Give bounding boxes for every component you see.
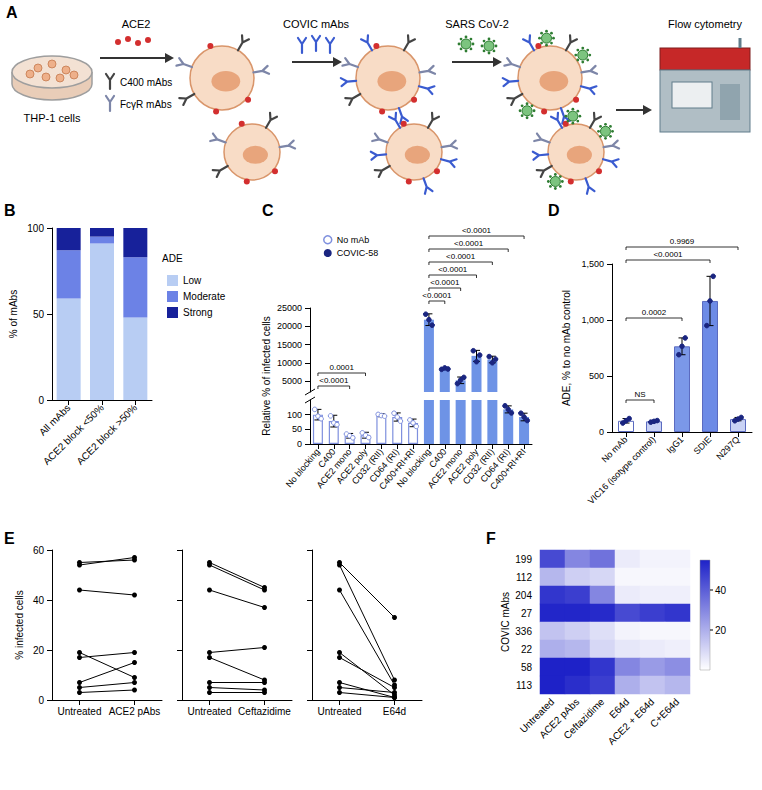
svg-text:Untreated: Untreated <box>58 706 102 717</box>
svg-text:C400: C400 <box>316 446 338 470</box>
svg-text:VIC16 (isotype control): VIC16 (isotype control) <box>586 434 658 506</box>
svg-text:C400+RI+RI: C400+RI+RI <box>488 447 528 492</box>
svg-text:1,000: 1,000 <box>581 315 604 325</box>
svg-text:25000: 25000 <box>277 303 302 313</box>
svg-text:C400: C400 <box>427 446 449 470</box>
svg-text:C+E64d: C+E64d <box>648 696 681 729</box>
svg-text:% infected cells: % infected cells <box>14 590 25 659</box>
svg-text:Untreated: Untreated <box>188 706 232 717</box>
svg-text:COVIC mAbs: COVIC mAbs <box>283 18 350 30</box>
svg-text:CD64 (RI): CD64 (RI) <box>478 446 512 485</box>
svg-text:<0.0001: <0.0001 <box>319 376 349 385</box>
svg-text:27: 27 <box>521 608 533 619</box>
svg-text:50: 50 <box>33 309 45 320</box>
svg-text:Flow cytometry: Flow cytometry <box>668 18 742 30</box>
svg-text:22: 22 <box>521 644 533 655</box>
svg-text:No blocking: No blocking <box>283 446 322 490</box>
svg-text:NS: NS <box>634 390 645 399</box>
svg-text:58: 58 <box>521 662 533 673</box>
svg-text:No mAb: No mAb <box>599 434 630 465</box>
svg-text:5000: 5000 <box>282 376 302 386</box>
svg-text:ACE2 + E64d: ACE2 + E64d <box>605 696 657 747</box>
svg-text:60: 60 <box>33 545 45 556</box>
svg-text:ADE: ADE <box>162 253 183 264</box>
svg-text:SDIE: SDIE <box>692 434 714 456</box>
svg-text:CD32 (RII): CD32 (RII) <box>349 446 386 487</box>
svg-text:20: 20 <box>33 645 45 656</box>
svg-text:50: 50 <box>292 424 302 434</box>
svg-text:Relative % of infected cells: Relative % of infected cells <box>261 316 272 436</box>
svg-text:0.0002: 0.0002 <box>642 308 667 317</box>
svg-text:A: A <box>6 4 18 21</box>
svg-text:0.0001: 0.0001 <box>329 363 354 372</box>
svg-text:40: 40 <box>715 585 727 596</box>
svg-text:ACE2: ACE2 <box>122 18 151 30</box>
svg-text:ACE2 poly: ACE2 poly <box>445 446 481 486</box>
svg-text:Untreated: Untreated <box>318 706 362 717</box>
svg-text:C: C <box>262 202 274 219</box>
svg-text:0.9969: 0.9969 <box>670 237 695 246</box>
svg-text:B: B <box>4 202 16 219</box>
svg-text:336: 336 <box>515 626 532 637</box>
svg-text:<0.0001: <0.0001 <box>422 291 452 300</box>
svg-text:E64d: E64d <box>383 706 406 717</box>
svg-text:100: 100 <box>287 410 302 420</box>
svg-text:ADE, % to no mAb control: ADE, % to no mAb control <box>561 290 572 406</box>
svg-text:40: 40 <box>33 595 45 606</box>
svg-text:10000: 10000 <box>277 358 302 368</box>
svg-text:0: 0 <box>599 427 604 437</box>
svg-text:F: F <box>486 530 496 547</box>
svg-text:<0.0001: <0.0001 <box>462 226 492 235</box>
svg-text:FcγR mAbs: FcγR mAbs <box>120 99 172 110</box>
svg-text:ACE2 mono: ACE2 mono <box>314 446 354 491</box>
svg-text:500: 500 <box>589 371 604 381</box>
svg-text:D: D <box>548 202 560 219</box>
svg-text:<0.0001: <0.0001 <box>446 252 476 261</box>
svg-text:100: 100 <box>27 223 44 234</box>
svg-text:ACE2 mono: ACE2 mono <box>425 446 465 491</box>
svg-text:ACE2 pAbs: ACE2 pAbs <box>537 696 582 741</box>
svg-text:E64d: E64d <box>607 696 632 721</box>
svg-text:E: E <box>4 530 15 547</box>
svg-text:COVIC-58: COVIC-58 <box>337 248 379 258</box>
svg-text:CD32 (RII): CD32 (RII) <box>460 446 497 487</box>
svg-text:0: 0 <box>38 395 44 406</box>
svg-text:C400 mAbs: C400 mAbs <box>120 77 172 88</box>
svg-text:Untreated: Untreated <box>517 696 557 735</box>
svg-text:No blocking: No blocking <box>394 446 433 490</box>
svg-text:ACE2 block >50%: ACE2 block >50% <box>74 402 139 467</box>
svg-text:N297Q: N297Q <box>714 434 741 461</box>
svg-text:ACE2 poly: ACE2 poly <box>334 446 370 486</box>
svg-text:20000: 20000 <box>277 321 302 331</box>
svg-text:COVIC mAbs: COVIC mAbs <box>500 592 511 652</box>
svg-text:<0.0001: <0.0001 <box>653 250 683 259</box>
svg-text:112: 112 <box>516 572 532 583</box>
svg-text:199: 199 <box>515 554 532 565</box>
svg-text:Strong: Strong <box>183 307 212 318</box>
svg-text:<0.0001: <0.0001 <box>430 278 460 287</box>
svg-text:All mAbs: All mAbs <box>36 402 73 438</box>
svg-text:THP-1 cells: THP-1 cells <box>24 112 81 124</box>
svg-text:0: 0 <box>38 695 44 706</box>
svg-text:Ceftazidime: Ceftazidime <box>561 696 606 741</box>
svg-text:20: 20 <box>715 625 727 636</box>
svg-text:1,500: 1,500 <box>581 259 604 269</box>
svg-text:0: 0 <box>297 439 302 449</box>
svg-text:C400+RI+RI: C400+RI+RI <box>377 446 417 492</box>
svg-text:<0.0001: <0.0001 <box>454 239 484 248</box>
svg-text:<0.0001: <0.0001 <box>438 265 468 274</box>
svg-text:ACE2 block <50%: ACE2 block <50% <box>41 402 106 467</box>
svg-text:SARS CoV-2: SARS CoV-2 <box>445 18 509 30</box>
svg-text:113: 113 <box>516 680 532 691</box>
svg-text:IgG1: IgG1 <box>665 434 686 455</box>
svg-text:15000: 15000 <box>277 340 302 350</box>
svg-text:Moderate: Moderate <box>183 291 226 302</box>
svg-text:ACE2 pAbs: ACE2 pAbs <box>109 706 161 717</box>
svg-text:CD64 (RI): CD64 (RI) <box>367 446 401 485</box>
svg-text:204: 204 <box>515 590 532 601</box>
svg-text:No mAb: No mAb <box>337 235 370 245</box>
svg-text:Ceftazidime: Ceftazidime <box>238 706 291 717</box>
svg-text:% of mAbs: % of mAbs <box>8 290 19 338</box>
svg-text:Low: Low <box>183 275 202 286</box>
